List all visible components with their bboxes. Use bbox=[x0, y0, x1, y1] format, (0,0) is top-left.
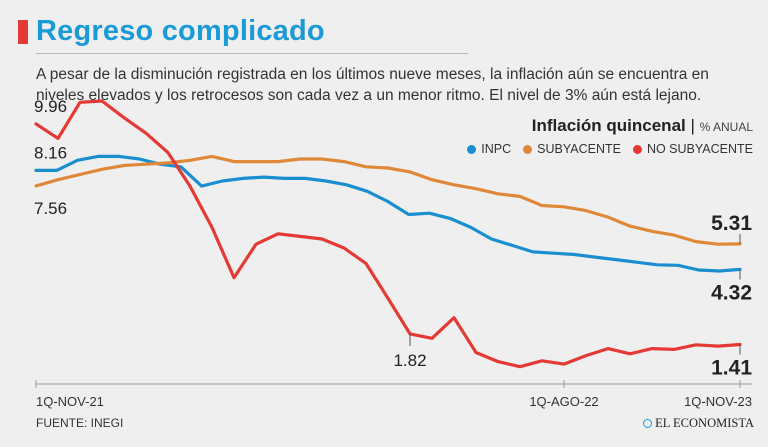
legend-title: Inflación quincenal | % ANUAL bbox=[532, 116, 753, 136]
series-line-no-subyacente bbox=[34, 99, 742, 369]
series-lines bbox=[34, 99, 742, 369]
legend-label-no-subyacente: NO SUBYACENTE bbox=[646, 142, 753, 156]
series-line-inpc bbox=[34, 154, 742, 273]
legend-dot-inpc bbox=[467, 144, 477, 154]
annotations: 9.96 8.16 7.56 1.82 5.31 4.32 1.41 bbox=[34, 97, 752, 380]
data-label-no-subyacente-last: 1.41 bbox=[711, 357, 752, 380]
x-tick-label-1: 1Q-AGO-22 bbox=[529, 394, 598, 409]
series-line-subyacente bbox=[34, 154, 742, 246]
data-label-no-subyacente-low-mid: 1.82 bbox=[393, 351, 426, 370]
legend-item-no-subyacente: NO SUBYACENTE bbox=[632, 142, 753, 156]
legend-separator: | bbox=[690, 116, 695, 135]
legend-dot-no-subyacente bbox=[632, 144, 642, 154]
title-accent-bar bbox=[18, 20, 28, 44]
brand-name: EL ECONOMISTA bbox=[655, 416, 754, 430]
economista-logo-icon bbox=[643, 419, 653, 428]
data-label-subyacente-last: 5.31 bbox=[711, 212, 752, 235]
legend-label-subyacente: SUBYACENTE bbox=[537, 142, 621, 156]
source-note: FUENTE: INEGI bbox=[36, 416, 124, 430]
x-axis-ticks: 1Q-NOV-21 1Q-AGO-22 1Q-NOV-23 bbox=[35, 380, 752, 409]
legend-label-inpc: INPC bbox=[481, 142, 512, 156]
legend-item-inpc: INPC bbox=[467, 142, 511, 156]
data-label-subyacente-first: 7.56 bbox=[34, 199, 67, 218]
legend-title-text: Inflación quincenal bbox=[531, 116, 686, 135]
title-divider bbox=[36, 53, 468, 54]
data-label-no-subyacente-first: 9.96 bbox=[34, 97, 67, 116]
chart-subtitle: A pesar de la disminución registrada en … bbox=[36, 66, 709, 104]
data-label-inpc-last: 4.32 bbox=[711, 281, 752, 304]
legend-item-subyacente: SUBYACENTE bbox=[523, 142, 621, 156]
legend: INPC SUBYACENTE NO SUBYACENTE bbox=[467, 142, 753, 156]
x-tick-label-0: 1Q-NOV-21 bbox=[36, 394, 104, 409]
chart-title: Regreso complicado bbox=[36, 15, 325, 47]
legend-dot-subyacente bbox=[523, 144, 533, 154]
data-label-inpc-first: 8.16 bbox=[34, 143, 67, 162]
legend-unit: % ANUAL bbox=[699, 120, 753, 134]
brand-logo: EL ECONOMISTA bbox=[643, 416, 754, 431]
x-tick-label-2: 1Q-NOV-23 bbox=[684, 394, 752, 409]
